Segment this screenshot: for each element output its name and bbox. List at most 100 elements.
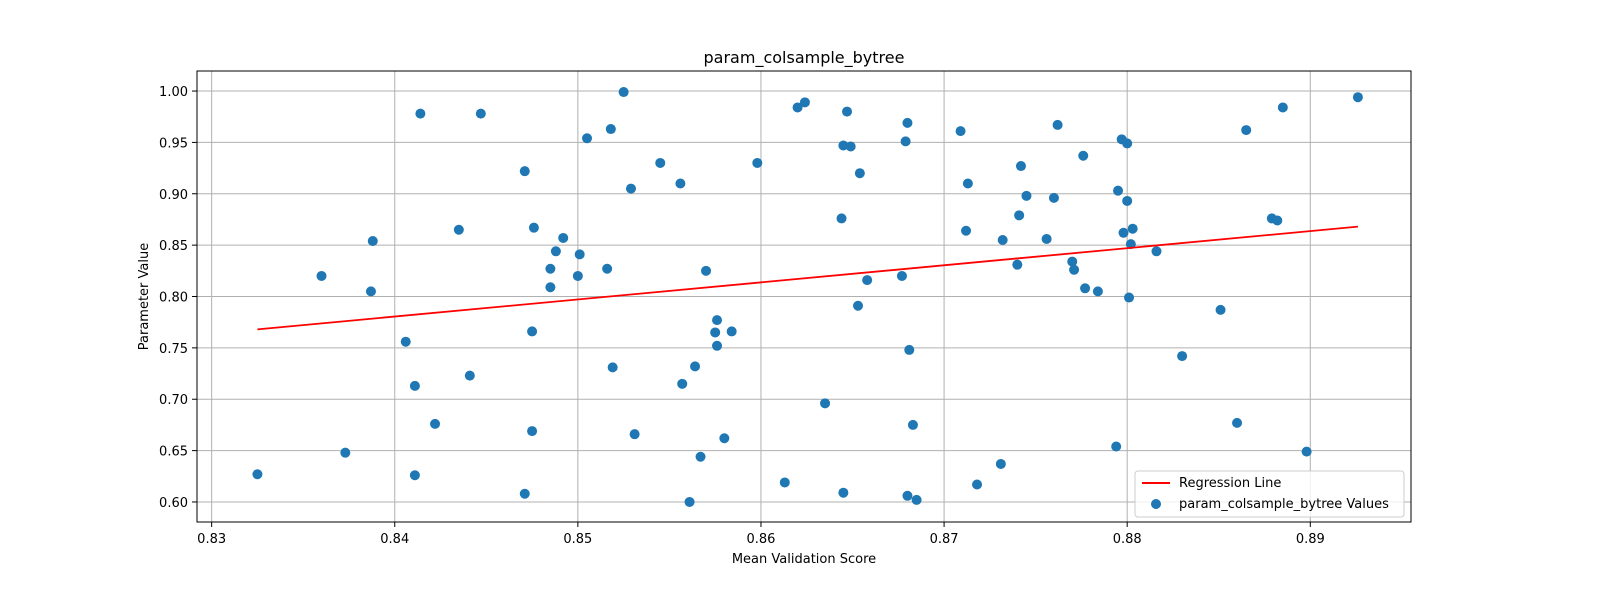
scatter-point [605,124,616,135]
scatter-point [842,106,853,117]
scatter-point [475,108,486,119]
scatter-point [1177,351,1188,362]
scatter-point [1301,446,1312,457]
scatter-point [799,97,810,108]
scatter-point [527,326,538,337]
scatter-point [677,378,688,389]
scatter-point [574,249,585,260]
scatter-point [629,429,640,440]
scatter-point [453,224,464,235]
scatter-point [1048,192,1059,203]
scatter-point [528,222,539,233]
scatter-point [961,225,972,236]
legend-scatter-label: param_colsample_bytree Values [1179,497,1389,512]
scatter-point [675,178,686,189]
scatter-point [1067,256,1078,267]
scatter-point [792,102,803,113]
scatter-point [752,157,763,168]
y-tick-label: 0.70 [159,393,188,408]
scatter-point [1052,119,1063,130]
scatter-point [1113,185,1124,196]
y-tick-label: 0.95 [159,136,188,151]
scatter-point [1080,283,1091,294]
y-tick-label: 0.65 [159,445,188,460]
scatter-point [415,108,426,119]
scatter-point [838,140,849,151]
scatter-point [1069,264,1080,275]
x-tick-label: 0.87 [930,532,959,547]
scatter-point [1127,223,1138,234]
scatter-point [527,426,538,437]
scatter-point [684,496,695,507]
scatter-point [550,246,561,257]
x-axis-ticks: 0.83 0.84 0.85 0.86 0.87 0.88 0.89 [197,522,1325,547]
regression-line [257,225,1358,331]
scatter-point [1078,150,1089,161]
scatter-point [820,398,831,409]
y-tick-label: 0.80 [159,291,188,306]
legend-regression-label: Regression Line [1179,476,1281,491]
scatter-point [907,419,918,430]
scatter-point [252,469,263,480]
y-tick-label: 0.75 [159,342,188,357]
scatter-point [572,270,583,281]
scatter-point [1241,125,1252,136]
scatter-point [902,490,913,501]
scatter-point [1111,441,1122,452]
scatter-point [464,370,475,381]
scatter-point [1014,210,1025,221]
y-tick-label: 1.00 [159,85,188,100]
x-tick-label: 0.83 [197,532,226,547]
scatter-point [655,157,666,168]
y-tick-label: 0.85 [159,239,188,254]
scatter-point [618,87,629,98]
scatter-point [409,380,420,391]
scatter-point [710,327,721,338]
x-tick-label: 0.88 [1113,532,1142,547]
scatter-point [1021,190,1032,201]
scatter-point [904,344,915,355]
scatter-point [712,315,723,326]
scatter-point [1122,195,1133,206]
scatter-point [1352,92,1363,103]
scatter-point [911,494,922,505]
scatter-point [701,265,712,276]
chart-title: param_colsample_bytree [704,48,905,68]
scatter-point [690,361,701,372]
scatter-point [558,232,569,243]
scatter-point [1118,227,1129,238]
x-tick-label: 0.84 [380,532,409,547]
scatter-point [1124,292,1135,303]
scatter-point [836,213,847,224]
scatter-point [695,451,706,462]
scatter-point [1041,233,1052,244]
scatter-point [862,275,873,286]
scatter-point [1125,239,1136,250]
regression-line-layer [257,225,1358,331]
scatter-point [726,326,737,337]
y-tick-label: 0.90 [159,188,188,203]
scatter-point [900,136,911,147]
scatter-point [845,141,856,152]
scatter-point [902,117,913,128]
scatter-point [545,263,556,274]
scatter-point [1272,215,1283,226]
legend-box [1134,470,1405,518]
scatter-point [838,487,849,498]
scatter-point [962,178,973,189]
x-tick-label: 0.85 [563,532,592,547]
scatter-point [340,447,351,458]
scatter-point [779,477,790,488]
scatter-point [316,270,327,281]
scatter-point [602,263,613,274]
scatter-point [1232,417,1243,428]
scatter-point [955,126,966,137]
scatter-point [1277,102,1288,113]
grid-lines [197,71,1411,522]
scatter-point [972,479,983,490]
y-axis-label: Parameter Value [137,243,152,350]
scatter-point [896,270,907,281]
scatter-point [409,470,420,481]
